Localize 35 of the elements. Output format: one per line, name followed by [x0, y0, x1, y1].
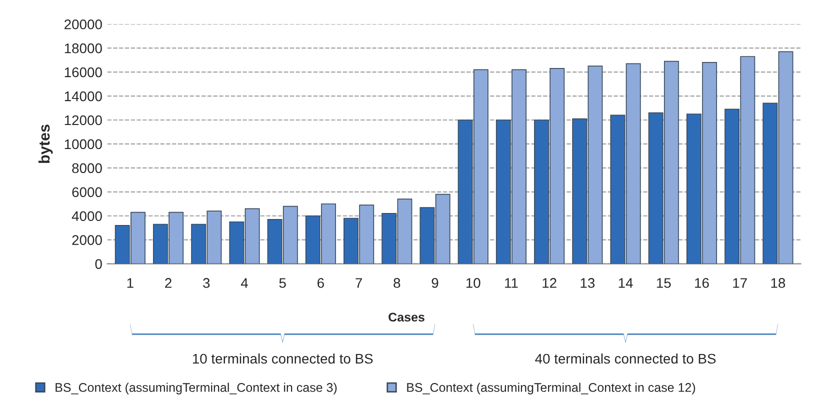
x-tick-label: 18 — [771, 278, 786, 288]
x-tick-label: 16 — [695, 278, 709, 288]
y-tick-label: 2000 — [72, 235, 102, 246]
x-tick-label: 4 — [240, 278, 248, 288]
y-tick-label: 10000 — [64, 139, 102, 150]
y-tick-label: 4000 — [72, 211, 102, 222]
y-axis-title: bytes — [38, 124, 53, 163]
y-tick-label: 12000 — [64, 115, 102, 126]
legend-label: BS_Context (assumingTerminal_Context in case 12) — [407, 382, 696, 394]
x-axis-title: Cases — [388, 312, 424, 322]
x-tick-label: 7 — [356, 278, 362, 288]
x-tick-label: 2 — [165, 278, 172, 288]
y-tick-label: 6000 — [72, 187, 102, 198]
y-tick-label: 8000 — [72, 163, 102, 174]
x-tick-label: 10 — [466, 278, 480, 288]
legend-label: BS_Context (assumingTerminal_Context in case 3) — [56, 382, 337, 394]
x-tick-label: 8 — [394, 278, 400, 288]
x-tick-label: 5 — [279, 278, 286, 288]
y-tick-label: 20000 — [64, 19, 102, 30]
y-tick-label: 18000 — [64, 43, 102, 54]
y-tick-label: 14000 — [64, 91, 102, 102]
x-tick-label: 12 — [542, 278, 556, 288]
x-tick-label: 1 — [127, 278, 134, 288]
x-tick-label: 13 — [580, 278, 595, 288]
x-tick-label: 17 — [733, 278, 747, 288]
x-tick-label: 15 — [656, 278, 671, 288]
x-tick-label: 9 — [432, 278, 438, 288]
x-tick-label: 14 — [618, 278, 633, 288]
text: 10 terminals connected to BS — [192, 353, 373, 364]
x-tick-label: 3 — [203, 278, 210, 288]
y-tick-label: 16000 — [64, 67, 102, 78]
x-tick-label: 6 — [318, 278, 324, 288]
x-tick-label: 11 — [505, 278, 518, 288]
text: 40 terminals connected to BS — [535, 353, 716, 364]
y-tick-label: 0 — [95, 259, 102, 269]
